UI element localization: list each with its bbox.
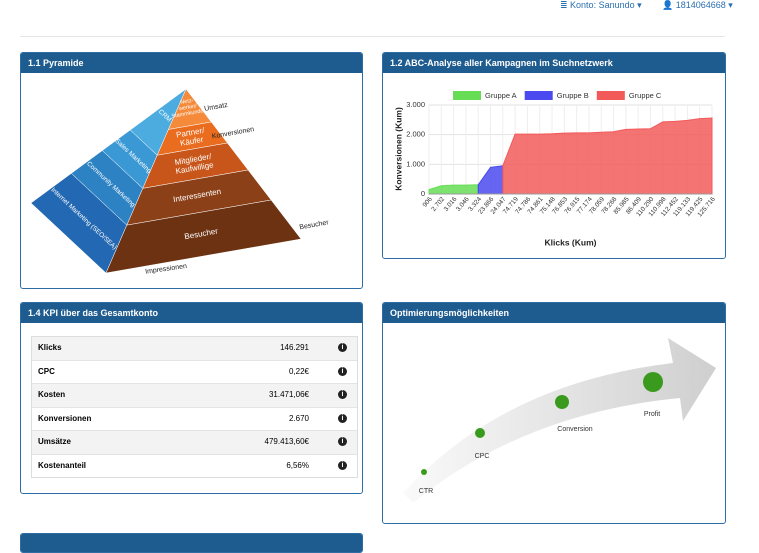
kpi-value: 146.291	[280, 343, 309, 352]
info-icon[interactable]: i	[338, 437, 347, 446]
legend-swatch	[453, 91, 481, 100]
top-divider	[20, 36, 725, 37]
kpi-row: Umsätze 479.413,60€ i	[32, 430, 357, 454]
kpi-label: Kosten	[38, 390, 66, 399]
info-icon[interactable]: i	[338, 460, 347, 470]
area	[477, 165, 504, 195]
kpi-value: 479.413,60€	[264, 437, 310, 446]
level-label: Netz-	[180, 98, 194, 106]
panel-title: 1.2 ABC-Analyse aller Kampagnen im Suchn…	[383, 53, 725, 73]
legend-label: Gruppe C	[629, 91, 662, 100]
kpi-label: Kostenanteil	[38, 460, 87, 470]
kpi-label: Klicks	[38, 343, 62, 352]
area	[502, 117, 713, 195]
kpi-label: CPC	[38, 366, 55, 376]
panel-header	[21, 534, 362, 552]
legend-label: Gruppe A	[485, 91, 517, 100]
pyramid-panel: 1.1 Pyramide CRM Sales Marketing Community…	[20, 52, 363, 289]
step-dot	[475, 428, 485, 438]
step-label: Profit	[644, 411, 660, 418]
user-id[interactable]: 1814064668	[675, 0, 726, 10]
opt-diagram: CTR CPC Conversion Profit	[403, 338, 716, 503]
kpi-row: Kostenanteil 6,56% i	[32, 453, 357, 477]
info-icon[interactable]: i	[338, 413, 347, 423]
info-icon[interactable]: i	[338, 390, 347, 399]
panel-title: 1.4 KPI über das Gesamtkonto	[21, 303, 362, 323]
info-icon[interactable]: i	[338, 366, 347, 376]
chart: 01.0002.0003.0009062.7023.0163.0463.3242…	[393, 91, 717, 247]
y-tick-label: 2.000	[406, 130, 425, 139]
kpi-label: Konversionen	[38, 413, 92, 423]
step-dot	[643, 372, 663, 392]
opt-panel: Optimierungsmöglichkeiten CTR CPC Conversi…	[382, 302, 726, 524]
kpi-row: Konversionen 2.670 i	[32, 406, 357, 430]
legend-label: Gruppe B	[557, 91, 589, 100]
page: ≣ Konto: Sanundo ▾ 👤 1814064668 ▾ 1.1 Py…	[20, 0, 733, 553]
kpi-value: 6,56%	[286, 460, 309, 470]
legend-swatch	[596, 91, 625, 100]
y-tick-label: 1.000	[406, 159, 425, 168]
side-label: Konversionen	[211, 126, 254, 140]
step-label: CTR	[419, 488, 433, 495]
step-label: Conversion	[557, 426, 593, 433]
side-label: Umsatz	[204, 102, 229, 113]
x-axis-label: Klicks (Kum)	[545, 237, 597, 247]
y-tick-label: 0	[421, 189, 425, 198]
account-menu[interactable]: ≣ Konto: Sanundo ▾	[560, 0, 642, 10]
kpi-value: 2.670	[288, 413, 309, 423]
info-icon[interactable]: i	[338, 343, 347, 352]
user-menu[interactable]: 👤 1814064668 ▾	[662, 0, 733, 10]
area	[428, 184, 479, 195]
step-label: CPC	[475, 453, 490, 460]
side-label: Besucher	[299, 219, 330, 231]
kpi-row: Klicks 146.291 i	[32, 337, 357, 360]
pyramid-level	[105, 199, 302, 274]
level-label: werker/	[178, 103, 198, 112]
kpi-label: Umsätze	[38, 437, 71, 446]
abc-panel: 1.2 ABC-Analyse aller Kampagnen im Suchn…	[382, 52, 726, 259]
panel-title: Optimierungsmöglichkeiten	[383, 303, 725, 323]
level-label: Käufer	[179, 135, 204, 148]
kpi-table: Klicks 146.291 i CPC 0,22€ i Kosten 31.471,06€ i…	[31, 336, 358, 478]
kpi-value: 0,22€	[288, 366, 309, 376]
y-tick-label: 3.000	[406, 100, 425, 109]
legend-swatch	[524, 91, 553, 100]
panel-title: 1.1 Pyramide	[21, 53, 362, 73]
y-axis-label: Konversionen (Kum)	[393, 107, 403, 191]
step-dot	[421, 469, 427, 475]
account-name[interactable]: Konto: Sanundo	[570, 0, 635, 10]
kpi-row: CPC 0,22€ i	[32, 359, 357, 383]
arrow	[403, 338, 716, 503]
kpi-row: Kosten 31.471,06€ i	[32, 383, 357, 407]
kpi-panel: 1.4 KPI über das Gesamtkonto Klicks 146.2…	[20, 302, 363, 494]
step-dot	[555, 395, 569, 409]
kpi-value: 31.471,06€	[268, 390, 309, 399]
next-panel	[20, 533, 363, 553]
